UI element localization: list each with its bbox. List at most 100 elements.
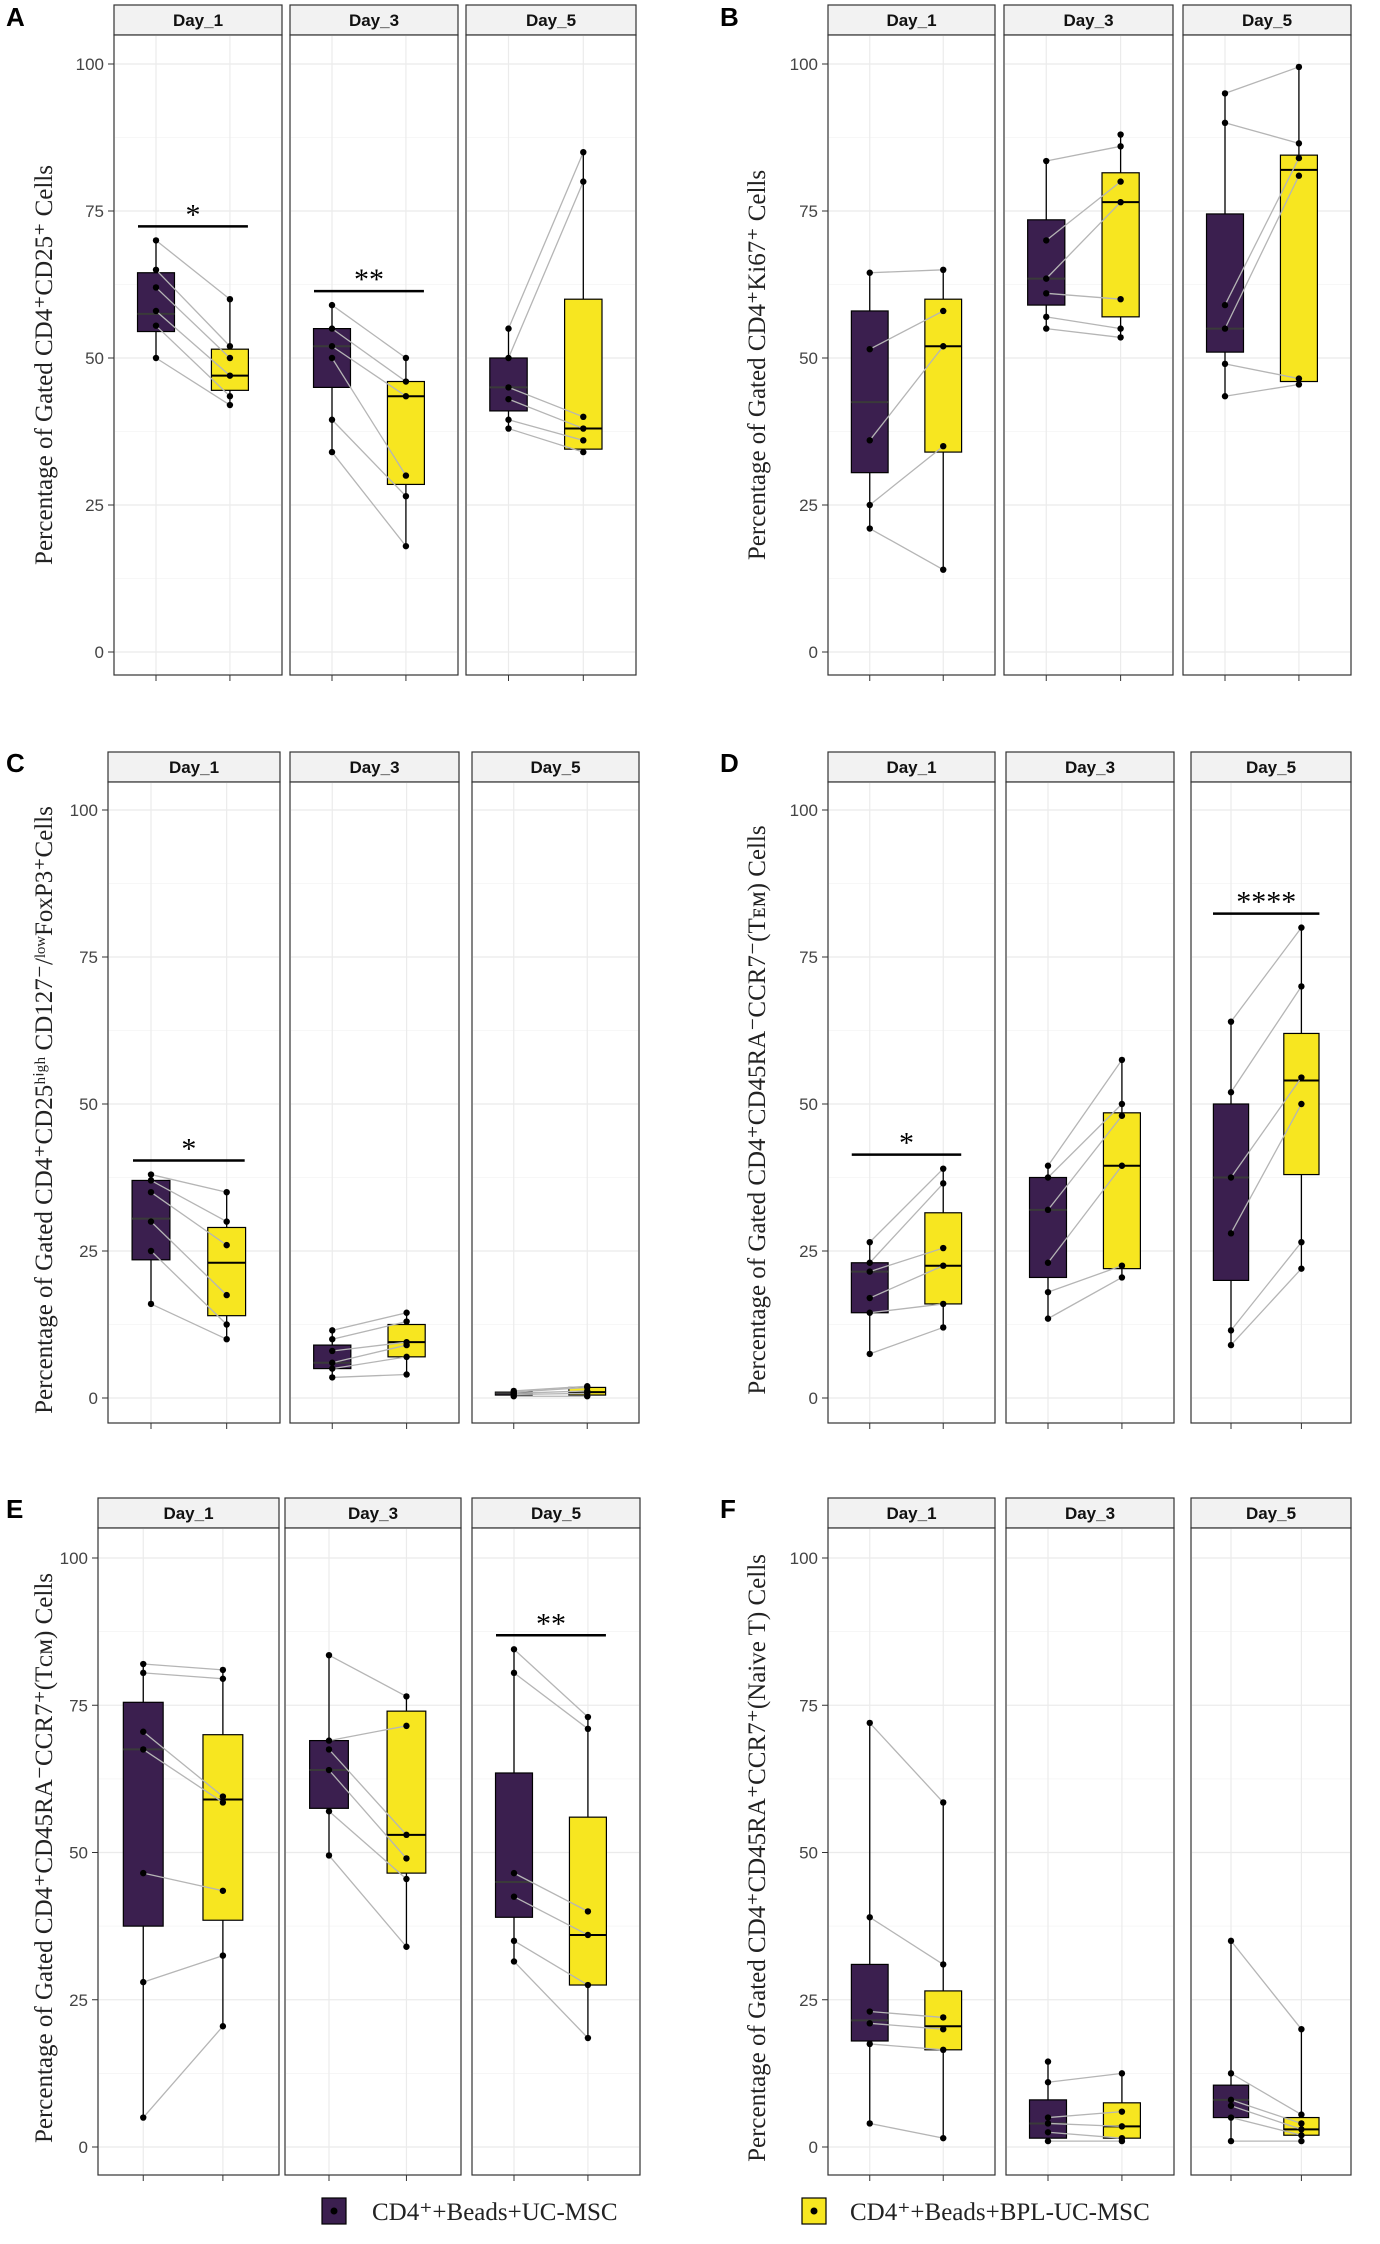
data-point (940, 2046, 947, 2054)
pair-line (513, 1872, 589, 1912)
pair-line (155, 239, 231, 300)
data-point (152, 354, 160, 362)
facet-plot-area (465, 34, 637, 676)
facet-strip (471, 1497, 641, 1529)
data-point (1118, 2123, 1126, 2130)
data-point (152, 266, 160, 273)
data-point (325, 1852, 333, 1859)
data-point (152, 237, 160, 244)
facet-day-3: Day_3 (289, 751, 460, 1429)
data-point (226, 354, 234, 362)
data-point (325, 1808, 333, 1815)
data-point (140, 1746, 147, 1753)
pair-line (869, 2010, 944, 2019)
data-point (403, 1318, 410, 1325)
box-bpl-uc-msc (1101, 172, 1140, 318)
data-point (140, 1669, 147, 1677)
pair-line (507, 181, 584, 359)
data-point (1221, 360, 1229, 368)
pair-line (150, 1221, 228, 1296)
panel-label: F (720, 1494, 736, 1524)
pair-line (508, 398, 584, 430)
data-point (940, 2026, 947, 2033)
data-point (940, 1262, 947, 1269)
data-point (866, 525, 873, 532)
data-point (1117, 296, 1124, 303)
data-point (226, 393, 234, 400)
pair-line (328, 1654, 407, 1697)
facet-strip-label: Day_1 (886, 758, 936, 777)
y-tick-label: 100 (790, 55, 818, 74)
y-tick-label: 100 (790, 1549, 818, 1568)
pair-line (328, 1748, 407, 1836)
data-point (940, 2134, 947, 2142)
pair-line (1230, 1241, 1302, 1331)
data-point (1227, 2070, 1235, 2077)
data-point (223, 1291, 230, 1299)
data-point (328, 325, 336, 332)
box-bpl-uc-msc (1102, 2102, 1141, 2139)
pair-line (332, 1341, 407, 1352)
pair-line (1230, 2099, 1302, 2125)
box-bpl-uc-msc (1102, 1112, 1141, 1270)
data-point (1227, 1327, 1235, 1334)
data-point (1117, 178, 1124, 185)
data-point (1295, 154, 1303, 162)
facet-plot-area (289, 781, 460, 1424)
y-tick-label: 100 (790, 801, 818, 820)
data-point (1118, 1100, 1126, 1108)
data-point (147, 1177, 155, 1184)
data-point (584, 1713, 592, 1721)
data-point (329, 1359, 336, 1366)
data-point (866, 1294, 873, 1302)
facet-plot-area (827, 1527, 996, 2176)
data-point (329, 1374, 336, 1381)
facet-plot-area (1190, 1527, 1352, 2176)
data-point (1043, 325, 1050, 332)
data-point (584, 1725, 592, 1733)
pair-line (869, 2122, 944, 2139)
box-bpl-uc-msc (207, 1226, 247, 1317)
facet-strip-label: Day_3 (349, 11, 399, 30)
box-bpl-uc-msc (924, 298, 963, 453)
data-point (147, 1171, 155, 1178)
facet-day-1: Day_1 * (113, 4, 283, 681)
data-point (403, 1693, 410, 1700)
data-point (866, 1914, 873, 1921)
pair-line (513, 1392, 588, 1396)
panel-e: E Percentage of Gated CD4⁺CD45RA⁻CCR7⁺(Tᴄ… (6, 1494, 641, 2181)
facet-strip-label: Day_1 (173, 11, 223, 30)
data-point (328, 301, 336, 309)
data-point (1043, 275, 1050, 282)
facet-plot-area (1190, 781, 1352, 1424)
pair-line (155, 325, 231, 397)
data-point (1117, 334, 1124, 341)
y-tick-label: 75 (69, 1696, 88, 1715)
data-point (226, 296, 234, 303)
data-point (226, 401, 234, 409)
data-point (584, 1383, 591, 1390)
data-point (1298, 1265, 1305, 1272)
panels: A Percentage of Gated CD4⁺CD25⁺ Cells 0 25 5… (6, 2, 1352, 2181)
facet-day-5: Day_5 ** (471, 1497, 641, 2181)
pair-line (331, 328, 407, 383)
data-point (940, 1799, 947, 1806)
pair-line (869, 1916, 944, 1965)
data-point (940, 2014, 947, 2021)
facet-strip (97, 1497, 280, 1529)
data-point (403, 1338, 410, 1346)
significance-label: **** (1236, 886, 1296, 919)
pair-line (869, 310, 944, 350)
pair-line (1224, 383, 1300, 397)
legend: CD4⁺+Beads+UC-MSC CD4⁺+Beads+BPL-UC-MSC (321, 2197, 1150, 2226)
y-tick-label: 25 (799, 1991, 818, 2010)
y-tick-label: 50 (799, 1844, 818, 1863)
panel-label: D (720, 748, 739, 778)
data-point (1298, 983, 1305, 990)
data-point (329, 1336, 336, 1343)
data-point (219, 1952, 227, 1959)
pair-line (869, 1722, 944, 1803)
significance-label: * (899, 1127, 914, 1160)
data-point (1117, 131, 1124, 138)
data-point (1298, 2111, 1305, 2118)
